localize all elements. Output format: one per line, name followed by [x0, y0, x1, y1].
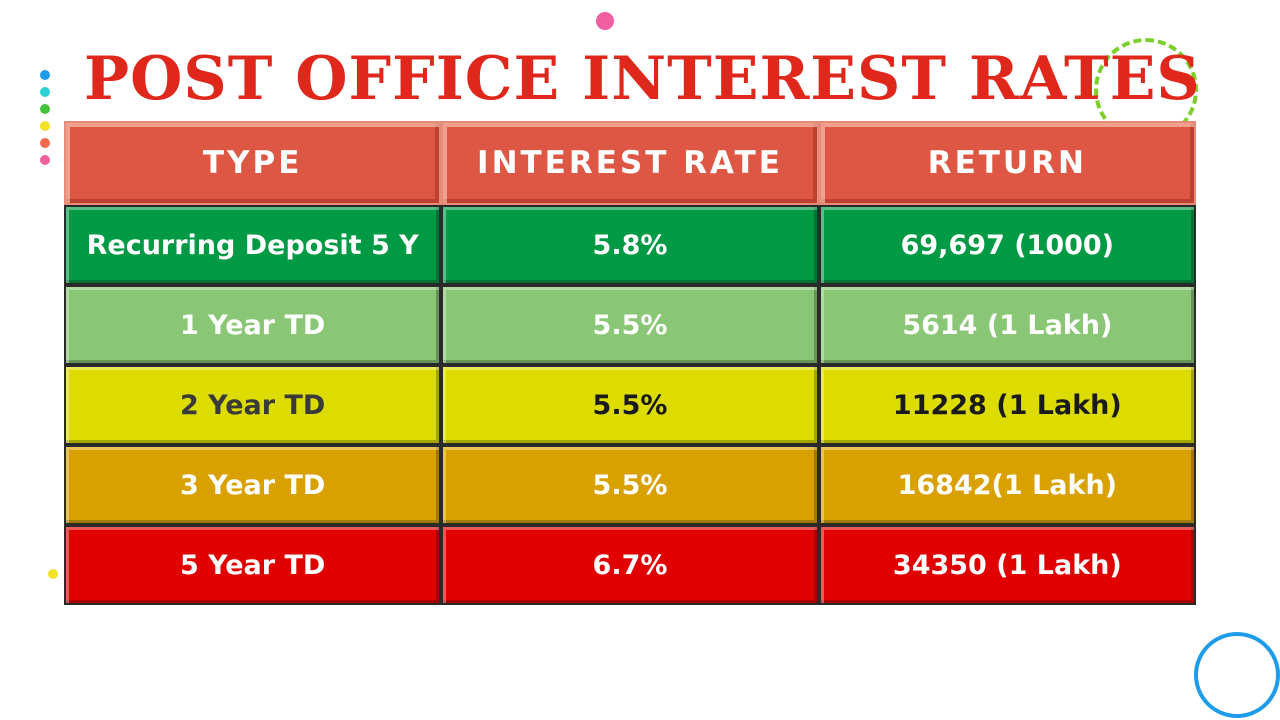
type-cell: 5 Year TD	[64, 525, 442, 605]
table-row: 1 Year TD 5.5% 5614 (1 Lakh)	[64, 285, 1196, 365]
blue-dot	[40, 70, 50, 80]
decorative-blue-ring	[1194, 632, 1280, 718]
decorative-pink-dot	[596, 12, 614, 30]
interest-rate-table: TYPE INTEREST RATE RETURN Recurring Depo…	[64, 121, 1196, 605]
rate-cell: 6.7%	[441, 525, 819, 605]
rate-cell: 5.5%	[441, 445, 819, 525]
table-header-row: TYPE INTEREST RATE RETURN	[64, 121, 1196, 205]
return-cell: 11228 (1 Lakh)	[818, 365, 1196, 445]
page-title: POST OFFICE INTEREST RATES	[84, 44, 1201, 114]
header-type: TYPE	[64, 121, 442, 205]
return-cell: 16842(1 Lakh)	[818, 445, 1196, 525]
type-cell: 2 Year TD	[64, 365, 442, 445]
table-row: 3 Year TD 5.5% 16842(1 Lakh)	[64, 445, 1196, 525]
type-cell: Recurring Deposit 5 Y	[64, 205, 442, 285]
return-cell: 5614 (1 Lakh)	[818, 285, 1196, 365]
pink-dot	[40, 155, 50, 165]
table-row: 2 Year TD 5.5% 11228 (1 Lakh)	[64, 365, 1196, 445]
type-cell: 3 Year TD	[64, 445, 442, 525]
type-cell: 1 Year TD	[64, 285, 442, 365]
decorative-dot-column	[40, 70, 52, 172]
cyan-dot	[40, 87, 50, 97]
table-row: Recurring Deposit 5 Y 5.8% 69,697 (1000)	[64, 205, 1196, 285]
rate-cell: 5.5%	[441, 285, 819, 365]
return-cell: 69,697 (1000)	[818, 205, 1196, 285]
rate-cell: 5.8%	[441, 205, 819, 285]
return-cell: 34350 (1 Lakh)	[818, 525, 1196, 605]
rate-cell: 5.5%	[441, 365, 819, 445]
header-interest-rate: INTEREST RATE	[441, 121, 819, 205]
decorative-yellow-dot	[48, 569, 58, 579]
orange-dot	[40, 138, 50, 148]
table-row: 5 Year TD 6.7% 34350 (1 Lakh)	[64, 525, 1196, 605]
header-return: RETURN	[818, 121, 1196, 205]
yellow-dot	[40, 121, 50, 131]
green-dot	[40, 104, 50, 114]
